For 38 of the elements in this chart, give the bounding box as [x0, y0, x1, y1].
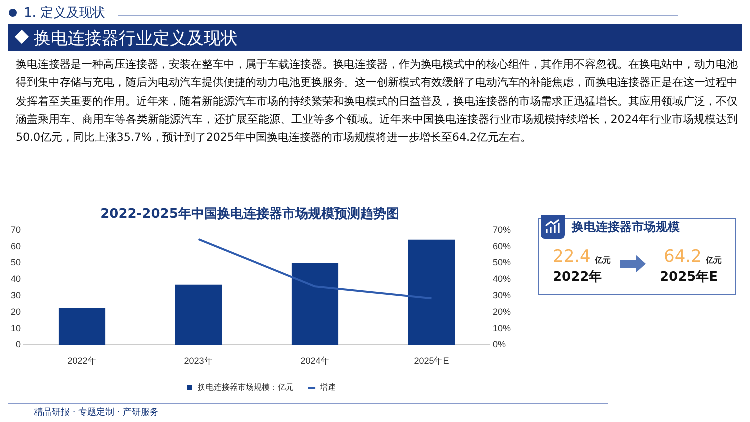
text: 64.2: [664, 247, 702, 267]
y-tick-label: 60: [10, 241, 22, 252]
text: 换电连接器是一种高压连接器，安装在整车中，属于车载连接器。换电连接器，作为换电模式中的核心组件，其作用不容忽视。在换电站中，动力电池得到集中存储与充电，随后为电动汽车提供便捷的动力电池更换服务。这一创新模式有效缓解了电动汽车的补能焦虑，而换电连接器正是在这一过程中发挥着至关重要的作用。近年来，随着新能源汽车市场的持续繁荣和换电模式的日益普及，换电连接器的市场需求正迅猛增长。其应用领域广泛，不仅涵盖乘用车、商用车等各类新能源汽车，还扩展至能源、工业等多个领域。近年来中国换电连接器行业市场规模持续增长，2024年行业市场规模达到50.0亿元，同比上涨35.7%，预计到了2025年中国换电连接器的市场规模将进一步增长至64.2亿元左右。: [16, 57, 738, 146]
y-tick-label: 40: [10, 274, 22, 284]
chart-title: 2022-2025年中国换电连接器市场规模预测趋势图: [100, 206, 400, 223]
text: 换电连接器市场规模: [572, 219, 680, 236]
x-tick-label: 2022年: [68, 356, 97, 366]
text: 换电连接器行业定义及现状: [34, 28, 238, 50]
x-tick-label: 2024年: [300, 356, 330, 366]
text: 亿元: [706, 255, 722, 266]
legend-label: 换电连接器市场规模：亿元: [198, 383, 294, 392]
bar: [58, 308, 106, 346]
y2-tick-label: 50%: [492, 258, 511, 268]
y2-tick-label: 60%: [492, 241, 511, 252]
text: 亿元: [595, 255, 611, 266]
y-tick-label: 10: [10, 323, 22, 334]
bar: [408, 240, 456, 346]
y2-tick-label: 0%: [492, 340, 506, 350]
text: 精品研报 · 专题定制 · 产研服务: [34, 406, 160, 419]
y-tick-label: 50: [10, 258, 22, 268]
text: 2025年E: [660, 269, 718, 286]
x-tick-label: 2025年E: [414, 356, 450, 366]
text: 1. 定义及现状: [24, 5, 106, 22]
y2-tick-label: 30%: [492, 290, 511, 300]
legend-label: 增速: [319, 383, 336, 392]
y2-tick-label: 70%: [492, 224, 511, 235]
x-tick-label: 2023年: [184, 356, 214, 366]
y2-tick-label: 10%: [492, 323, 511, 334]
text: 2022年: [553, 269, 602, 286]
bar: [175, 284, 222, 346]
y-tick-label: 20: [10, 306, 22, 317]
y-tick-label: 30: [10, 290, 22, 300]
text: 22.4: [553, 247, 591, 267]
y2-tick-label: 40%: [492, 274, 511, 284]
y-tick-label: 0: [16, 340, 22, 350]
bar: [292, 263, 339, 346]
y2-tick-label: 20%: [492, 306, 511, 317]
y-tick-label: 70: [10, 224, 22, 235]
